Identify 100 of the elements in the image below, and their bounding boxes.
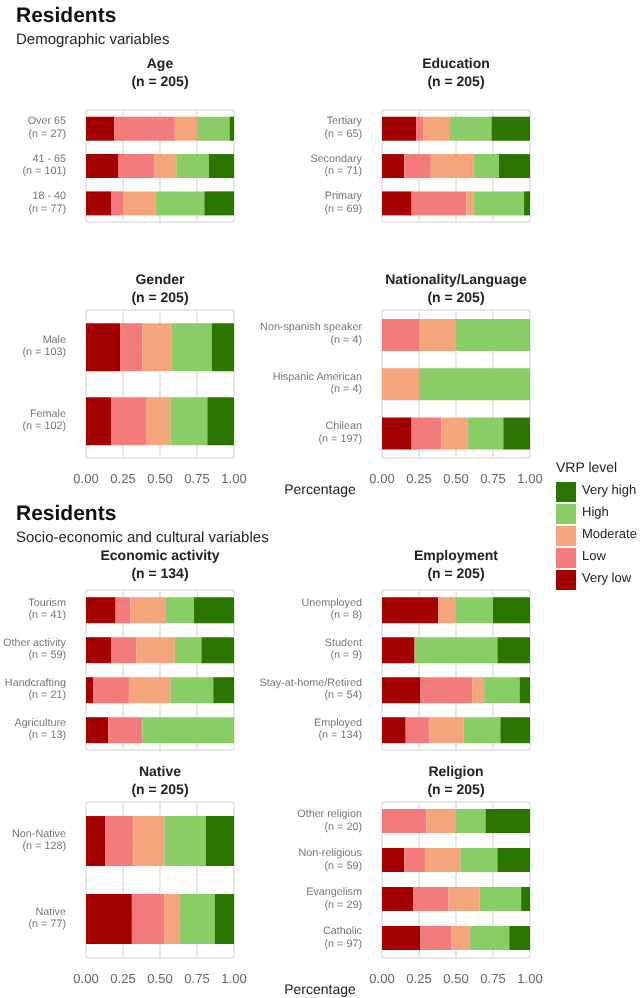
- bar: [382, 637, 415, 664]
- bar: [493, 597, 530, 624]
- bar: [441, 417, 468, 450]
- bar: [201, 637, 234, 664]
- bar: [115, 597, 131, 624]
- bar: [164, 894, 180, 945]
- bar: [204, 191, 234, 216]
- bar: [382, 318, 419, 351]
- bar: [467, 417, 504, 450]
- bar: [382, 926, 421, 951]
- bar: [174, 637, 202, 664]
- text: Residents: [16, 4, 119, 30]
- bar: [111, 191, 123, 216]
- text: Residents: [16, 502, 119, 528]
- bar: [404, 848, 425, 873]
- bar: [142, 323, 172, 372]
- bar: [123, 191, 156, 216]
- bar: [165, 597, 195, 624]
- bar: [456, 809, 486, 834]
- bar: [426, 809, 456, 834]
- bar: [86, 116, 115, 141]
- bar: [430, 154, 474, 179]
- bar: [382, 116, 417, 141]
- bar: [130, 597, 166, 624]
- bar: [497, 637, 530, 664]
- bar: [424, 848, 461, 873]
- bar: [382, 887, 414, 912]
- bar: [170, 677, 214, 704]
- bar: [105, 816, 134, 867]
- bar: [450, 116, 492, 141]
- bar: [382, 154, 405, 179]
- bar: [93, 677, 129, 704]
- bar: [213, 677, 234, 704]
- bar: [519, 677, 530, 704]
- bar: [114, 116, 175, 141]
- bar: [208, 154, 234, 179]
- bar: [479, 887, 522, 912]
- bar: [142, 717, 234, 744]
- bar: [86, 717, 109, 744]
- bar: [86, 677, 94, 704]
- bar: [382, 368, 419, 401]
- bar: [86, 397, 112, 446]
- bar: [120, 323, 143, 372]
- bar: [411, 191, 467, 216]
- bar: [503, 417, 530, 450]
- bar: [456, 318, 530, 351]
- bar: [414, 637, 498, 664]
- bar: [176, 154, 209, 179]
- bar: [174, 116, 197, 141]
- bar: [86, 597, 116, 624]
- bar: [473, 191, 525, 216]
- bar: [214, 894, 234, 945]
- bar: [469, 926, 510, 951]
- bar: [170, 397, 208, 446]
- bar: [382, 809, 427, 834]
- bar: [382, 417, 412, 450]
- bar: [382, 191, 412, 216]
- bar: [111, 397, 147, 446]
- bar: [485, 809, 530, 834]
- bar: [429, 717, 464, 744]
- bar: [498, 154, 530, 179]
- bar: [197, 116, 230, 141]
- bar: [179, 894, 215, 945]
- bar: [382, 848, 405, 873]
- bar: [473, 154, 499, 179]
- bar: [146, 397, 171, 446]
- bar: [463, 717, 501, 744]
- bar: [423, 116, 451, 141]
- bar: [521, 887, 530, 912]
- bar: [419, 318, 456, 351]
- bar: [382, 597, 439, 624]
- bar: [133, 816, 165, 867]
- bar: [205, 816, 234, 867]
- bar: [131, 894, 165, 945]
- bar: [86, 816, 106, 867]
- bar: [460, 848, 498, 873]
- bar: [154, 154, 177, 179]
- bar: [416, 116, 424, 141]
- bar: [472, 677, 485, 704]
- bar: [411, 417, 442, 450]
- bar: [420, 926, 452, 951]
- bar: [171, 323, 212, 372]
- bar: [456, 597, 493, 624]
- bar: [155, 191, 205, 216]
- bar: [207, 397, 234, 446]
- bar: [491, 116, 530, 141]
- bar: [524, 191, 530, 216]
- bar: [111, 637, 137, 664]
- bar: [194, 597, 234, 624]
- bar: [382, 677, 421, 704]
- bar: [86, 154, 119, 179]
- bar: [128, 677, 171, 704]
- bar: [86, 323, 121, 372]
- bar: [86, 894, 132, 945]
- bar: [419, 368, 530, 401]
- bar: [86, 191, 112, 216]
- bar: [405, 717, 430, 744]
- bar: [420, 677, 473, 704]
- bar: [413, 887, 449, 912]
- bar: [211, 323, 234, 372]
